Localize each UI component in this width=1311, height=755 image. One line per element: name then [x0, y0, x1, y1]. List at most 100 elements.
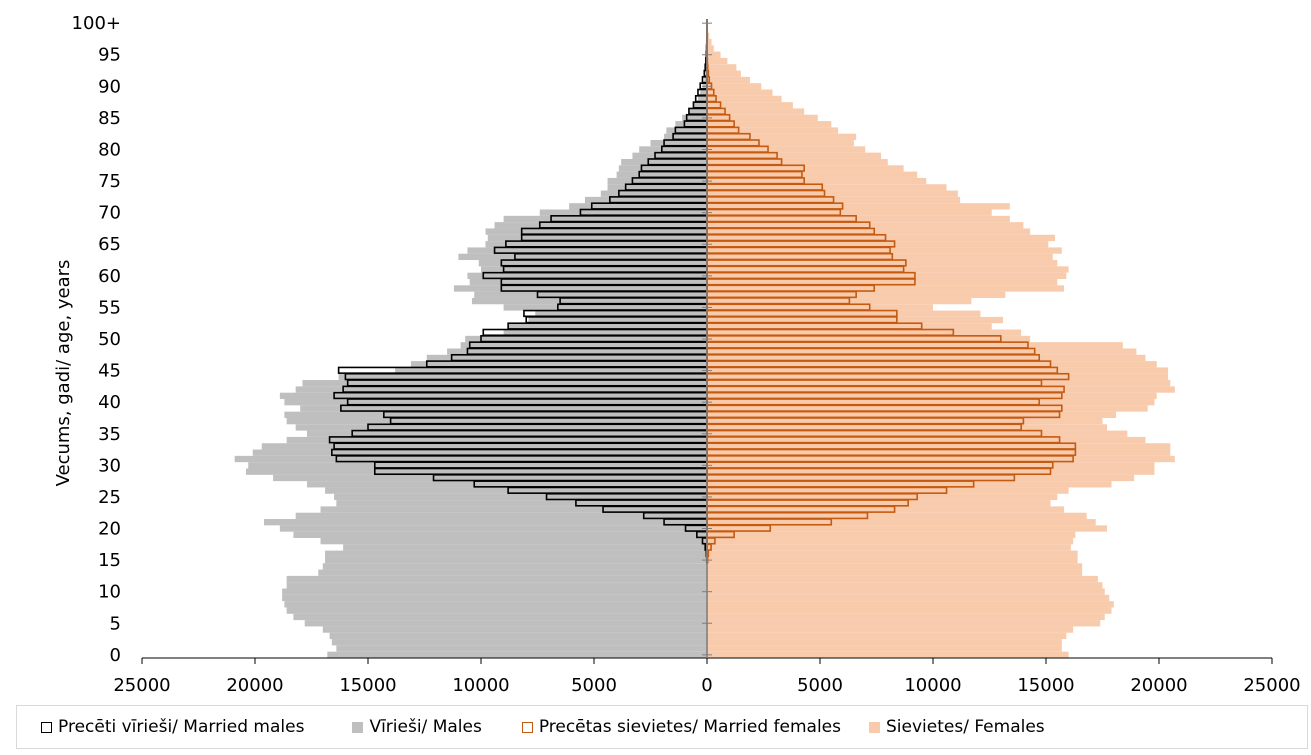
y-tick-label: 15 [98, 550, 121, 571]
y-tick-label: 45 [98, 361, 121, 382]
bar-v-rie-i-males-age-33 [261, 443, 707, 450]
bar-sievietes-females-age-18 [707, 537, 1074, 545]
bar-v-rie-i-males-age-70 [539, 209, 707, 216]
y-tick-label: 35 [98, 424, 121, 445]
bar-sievietes-females-age-11 [707, 582, 1103, 589]
bar-v-rie-i-males-age-44 [338, 373, 707, 381]
bar-sievietes-females-age-4 [707, 626, 1074, 633]
bar-sievietes-females-age-64 [707, 247, 1062, 254]
bar-sievietes-females-age-9 [707, 594, 1110, 602]
bar-sievietes-females-age-80 [707, 146, 866, 153]
bar-v-rie-i-males-age-46 [410, 361, 707, 368]
y-tick-label: 55 [98, 297, 121, 318]
bar-v-rie-i-males-age-65 [485, 241, 707, 248]
bar-v-rie-i-males-age-89 [700, 89, 707, 96]
bar-sievietes-females-age-39 [707, 405, 1148, 412]
bar-v-rie-i-males-age-63 [458, 253, 707, 261]
bar-v-rie-i-males-age-74 [607, 184, 707, 191]
bar-v-rie-i-males-age-76 [616, 171, 707, 178]
bar-v-rie-i-males-age-9 [282, 594, 707, 602]
legend-swatch-married-females [521, 721, 533, 733]
bar-v-rie-i-males-age-12 [286, 575, 707, 583]
y-tick-label: 5 [110, 613, 121, 634]
x-tick-label: 25000 [113, 675, 170, 696]
bar-sievietes-females-age-1 [707, 645, 1062, 652]
bar-v-rie-i-males-age-71 [569, 203, 707, 210]
bar-sievietes-females-age-8 [707, 601, 1114, 608]
bar-sievietes-females-age-15 [707, 556, 1078, 564]
y-tick-label: 90 [98, 76, 121, 97]
series-prec-tas-sievietes-married-females [706, 19, 1077, 564]
bar-sievietes-females-age-68 [707, 222, 1024, 229]
bar-sievietes-females-age-73 [707, 190, 958, 197]
bar-sievietes-females-age-60 [707, 272, 1067, 279]
bar-v-rie-i-males-age-1 [336, 645, 707, 652]
bar-v-rie-i-males-age-52 [508, 323, 707, 330]
bar-v-rie-i-males-age-4 [322, 626, 707, 633]
bar-v-rie-i-males-age-21 [264, 519, 707, 526]
bar-v-rie-i-males-age-82 [664, 133, 707, 141]
legend-label-females: Sievietes/ Females [886, 717, 1045, 737]
bar-v-rie-i-males-age-79 [632, 152, 707, 159]
chart-legend: Precēti vīrieši/ Married males Vīrieši/ … [16, 705, 1308, 749]
bar-v-rie-i-males-age-3 [329, 632, 707, 640]
bar-v-rie-i-males-age-18 [320, 537, 707, 545]
bar-sievietes-females-age-82 [707, 133, 857, 141]
y-tick-label: 0 [110, 645, 121, 666]
bar-sievietes-females-age-71 [707, 203, 1010, 210]
bar-v-rie-i-males-age-69 [503, 215, 707, 223]
bar-sievietes-females-age-3 [707, 632, 1067, 640]
labels-layer: 25000 20000 15000 10000 5000 0 5000 10000 15000 2… [53, 13, 1301, 696]
legend-swatch-married-males [41, 721, 52, 733]
bar-v-rie-i-males-age-10 [282, 588, 707, 595]
x-tick-label: 15000 [1017, 675, 1074, 696]
bar-sievietes-females-age-70 [707, 209, 992, 216]
bar-sievietes-females-age-79 [707, 152, 882, 159]
bar-v-rie-i-males-age-55 [503, 304, 707, 311]
y-tick-label: 75 [98, 171, 121, 192]
bar-v-rie-i-males-age-40 [284, 399, 707, 406]
bar-sievietes-females-age-61 [707, 266, 1069, 273]
bar-v-rie-i-males-age-62 [478, 260, 707, 267]
bar-v-rie-i-males-age-85 [682, 114, 707, 122]
x-tick-label: 15000 [339, 675, 396, 696]
bar-sievietes-females-age-92 [707, 70, 741, 77]
bar-sievietes-females-age-65 [707, 241, 1049, 248]
bar-sievietes-females-age-27 [707, 481, 1112, 488]
bar-v-rie-i-males-age-13 [318, 569, 707, 576]
bar-sievietes-females-age-46 [707, 361, 1157, 368]
bar-sievietes-females-age-13 [707, 569, 1083, 576]
x-tick-label: 25000 [1243, 675, 1300, 696]
bar-sievietes-females-age-89 [707, 89, 773, 96]
y-tick-label: 85 [98, 108, 121, 129]
bar-sievietes-females-age-84 [707, 121, 832, 128]
bar-sievietes-females-age-51 [707, 329, 1022, 336]
bar-sievietes-females-age-59 [707, 278, 1058, 286]
bar-sievietes-females-age-25 [707, 493, 1058, 501]
bar-v-rie-i-males-age-72 [584, 196, 707, 204]
bar-sievietes-females-age-31 [707, 455, 1175, 463]
legend-item-males: Vīrieši/ Males [352, 717, 482, 737]
bar-sievietes-females-age-58 [707, 285, 1065, 292]
bar-sievietes-females-age-74 [707, 184, 947, 191]
bar-sievietes-females-age-97 [707, 38, 712, 46]
bar-v-rie-i-males-age-28 [273, 474, 707, 482]
x-tick-label: 10000 [904, 675, 961, 696]
bar-v-rie-i-males-age-57 [474, 291, 707, 298]
axes-layer [141, 20, 1273, 664]
bar-v-rie-i-males-age-24 [336, 500, 707, 507]
bar-v-rie-i-males-age-8 [284, 601, 707, 608]
bar-sievietes-females-age-56 [707, 297, 972, 305]
legend-item-married-males: Precēti vīrieši/ Married males [41, 717, 304, 737]
bar-sievietes-females-age-2 [707, 639, 1062, 646]
bar-sievietes-females-age-21 [707, 519, 1096, 526]
bar-sievietes-females-age-62 [707, 260, 1058, 267]
bar-v-rie-i-males-age-84 [675, 121, 707, 128]
bar-sievietes-females-age-24 [707, 500, 1051, 507]
bar-v-rie-i-males-age-7 [286, 607, 707, 614]
bar-v-rie-i-males-age-81 [650, 140, 707, 147]
y-tick-label: 60 [98, 266, 121, 287]
bar-sievietes-females-age-63 [707, 253, 1053, 261]
y-tick-label: 30 [98, 455, 121, 476]
bar-sievietes-females-age-86 [707, 108, 805, 115]
